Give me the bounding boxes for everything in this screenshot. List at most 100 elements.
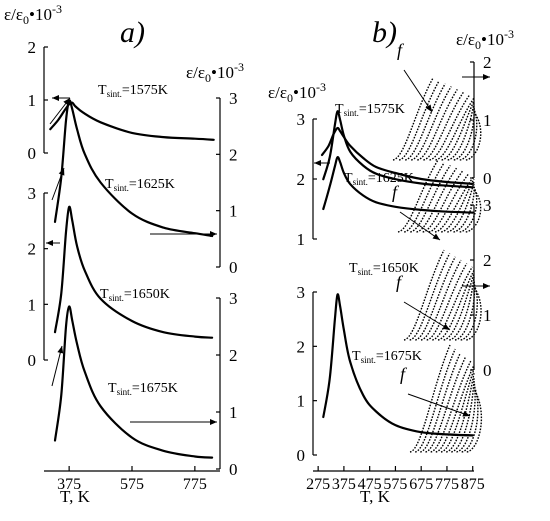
panel-b-fan-3-curve-3 xyxy=(415,256,456,341)
panel-b-x-axis-tick-label-575: 575 xyxy=(383,476,407,493)
panel-b-fan-1-curve-6 xyxy=(423,91,464,161)
panel-b-x-axis-tick-label-475: 475 xyxy=(358,476,382,493)
panel-a-right-axis-1-tick-label-0: 0 xyxy=(229,258,238,277)
panel-a-series-1-line xyxy=(49,101,215,141)
panel-a-series-3-label: Tsint.=1650K xyxy=(100,287,170,303)
panel-b-annotation-f-4: f xyxy=(400,364,408,384)
panel-b-arrow-1-head xyxy=(314,160,321,166)
panel-b-fan-3-curve-7 xyxy=(437,269,475,341)
panel-b-x-axis-tick-label-775: 775 xyxy=(435,476,459,493)
panel-b-fan-4-curve-6 xyxy=(435,364,475,453)
panel-b-fan-3-curve-12 xyxy=(466,286,482,341)
panel-a-arrow-2-head xyxy=(210,231,217,237)
panel-b-fan-2-curve-8 xyxy=(440,178,475,233)
panel-b-left-axis-2-tick-label-0: 0 xyxy=(297,446,306,465)
panel-b-annotation-f-arrow-4-head xyxy=(462,410,470,417)
panel-b-fan-4-curve-1 xyxy=(409,344,451,453)
panel-b-series-3-line xyxy=(322,110,474,189)
panel-b-fan-3-curve-8 xyxy=(443,273,475,341)
panel-b-annotation-f-arrow-4 xyxy=(407,393,471,417)
panel-b-left-ylabel: ε/ε0•10-3 xyxy=(268,80,326,105)
panel-b-x-axis-tick-label-875: 875 xyxy=(461,476,485,493)
panel-a-hint-1-head xyxy=(63,98,70,106)
panel-b-annotation-f-1: f xyxy=(397,40,405,60)
panel-a-series-1-label: Tsint.=1575K xyxy=(98,83,168,99)
panel-a-x-axis-tick-label-775: 775 xyxy=(183,476,207,493)
panel-b-annotation-f-arrow-2 xyxy=(399,211,441,241)
panel-a-right-axis-1-tick-label-3: 3 xyxy=(229,89,238,108)
panel-b-annotation-f-2: f xyxy=(392,182,400,202)
panel-a-arrow-4-head xyxy=(210,419,217,425)
panel-a-hint-2-head xyxy=(58,168,65,176)
panel-a-left-axis-2-tick-label-3: 3 xyxy=(28,184,37,203)
panel-b-fan-3-curve-1 xyxy=(403,249,445,341)
panel-b-annotation-f-arrow-2-head xyxy=(432,233,440,240)
panel-a-left-axis-2-tick-label-0: 0 xyxy=(28,351,37,370)
panel-a-arrow-3-head xyxy=(46,240,53,246)
panel-b-annotation-f-3: f xyxy=(396,272,404,292)
panel-a-hint-3-head xyxy=(57,346,64,354)
panel-b-fan-1-curve-7 xyxy=(429,94,471,161)
panel-b-fan-3-curve-5 xyxy=(426,263,468,341)
panel-b-annotation-f-arrow-4-shaft xyxy=(407,393,471,417)
panel-a-series-2-label: Tsint.=1625K xyxy=(105,177,175,193)
panel-a-hint-1 xyxy=(49,97,71,125)
panel-b-fan-1-curve-3 xyxy=(404,83,446,161)
panel-b-arrow-3-head xyxy=(483,283,490,289)
panel-b-annotation-f-arrow-1-head xyxy=(425,104,432,112)
panel-b-annotation-f-arrow-2-shaft xyxy=(399,211,441,241)
panel-b-fan-4-curve-8 xyxy=(445,372,475,453)
panel-a-arrow-4 xyxy=(130,419,217,425)
panel-b-right-axis-2-tick-label-0: 0 xyxy=(483,361,492,380)
panel-b-series-3-label: Tsint.=1650K xyxy=(349,261,419,277)
panel-a-arrow-1-head xyxy=(52,95,59,101)
panel-b-left-axis-1-tick-label-2: 2 xyxy=(297,170,306,189)
panel-b-right-axis-2-tick-label-2: 2 xyxy=(483,251,492,270)
panel-b-right-axis-1-tick-label-2: 2 xyxy=(483,53,492,72)
panel-b-fan-1-curve-13 xyxy=(465,111,482,161)
panel-a-label: a) xyxy=(120,16,145,49)
panel-b-annotation-f-arrow-1-shaft xyxy=(403,69,433,113)
panel-b-annotation-f-arrow-1 xyxy=(403,69,433,113)
panel-b-fan-2-curve-1 xyxy=(397,159,439,233)
panel-a-left-axis-2-tick-label-1: 1 xyxy=(28,295,37,314)
panel-a-hint-3 xyxy=(51,345,64,387)
panel-b-fan-2-curve-9 xyxy=(447,181,475,233)
panel-b-fan-4-curve-7 xyxy=(440,368,475,453)
panel-a-right-axis-1-tick-label-1: 1 xyxy=(229,202,238,221)
panel-a-right-axis-2-tick-label-2: 2 xyxy=(229,346,238,365)
panel-b-fan-1-curve-8 xyxy=(435,97,475,161)
panel-b-label: b) xyxy=(372,16,397,49)
panel-b-arrow-2-head xyxy=(483,74,490,80)
panel-b-fan-3-curve-11 xyxy=(460,283,478,341)
panel-b-fan-4-curve-5 xyxy=(430,360,472,453)
panel-b-fan-1-curve-9 xyxy=(441,100,475,161)
panel-b-fan-2-curve-4 xyxy=(416,167,458,233)
panel-b-fan-1-curve-5 xyxy=(417,89,458,161)
panel-b-series-2-label: Tsint.=1625K xyxy=(344,171,414,187)
panel-b-left-axis-1-tick-label-1: 1 xyxy=(297,230,306,249)
panel-b-fan-2-curve-12 xyxy=(465,189,482,233)
panel-b-fan-1-curve-10 xyxy=(447,103,475,161)
panel-b-series-4-line xyxy=(322,293,474,437)
panel-a-left-axis-1-tick-label-1: 1 xyxy=(28,91,37,110)
panel-b-series-2-line xyxy=(322,156,474,214)
panel-a-x-axis-tick-label-575: 575 xyxy=(120,476,144,493)
panel-b-fan-2-curve-11 xyxy=(459,186,478,233)
panel-a-left-axis-2-tick-label-2: 2 xyxy=(28,240,37,259)
panel-b-annotation-f-arrow-3-head xyxy=(442,323,450,330)
panel-b-arrow-1 xyxy=(314,160,330,166)
panel-a-arrow-1 xyxy=(52,95,70,101)
panel-b-fan-4-curve-9 xyxy=(451,377,475,453)
panel-a-hint-2 xyxy=(51,167,65,201)
panel-b-fan-1-curve-4 xyxy=(410,86,452,161)
panel-a-right-ylabel: ε/ε0•10-3 xyxy=(186,60,244,85)
panel-a-right-axis-1-tick-label-2: 2 xyxy=(229,145,238,164)
panel-a-right-axis-2-tick-label-3: 3 xyxy=(229,289,238,308)
panel-b-fan-3-curve-2 xyxy=(409,253,451,341)
panel-a-xlabel: T, K xyxy=(60,487,91,506)
panel-a-arrow-2 xyxy=(150,231,217,237)
panel-a-right-axis-2-tick-label-0: 0 xyxy=(229,460,238,479)
panel-b-fan-4-curve-11 xyxy=(461,384,479,453)
